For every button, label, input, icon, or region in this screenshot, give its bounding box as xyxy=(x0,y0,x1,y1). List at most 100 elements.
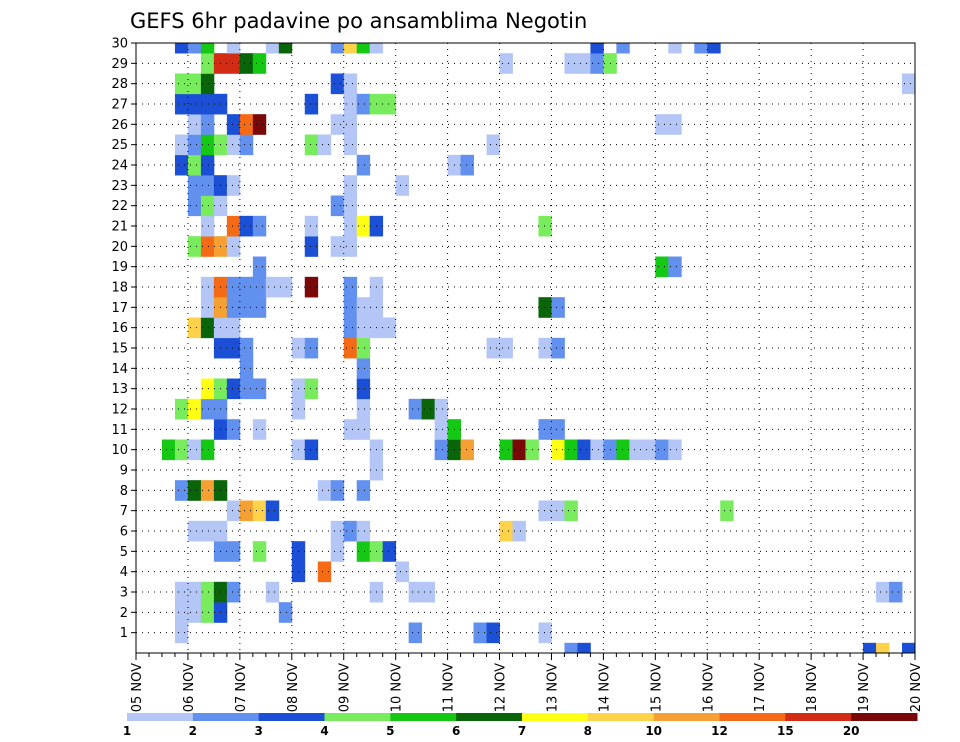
cell-170 xyxy=(538,215,552,237)
cell-9 xyxy=(486,622,500,644)
cell-119 xyxy=(356,337,371,359)
colorbar-swatch-3 xyxy=(324,713,391,721)
cell-134 xyxy=(226,297,241,318)
colorbar: 1 2 3 4 5 6 7 8 10 12 15 20 xyxy=(123,713,918,738)
cell-107 xyxy=(252,378,267,400)
cell-112 xyxy=(356,358,371,379)
cell-128 xyxy=(343,317,358,339)
cell-89 xyxy=(356,419,371,440)
colorbar-label-6: 6 xyxy=(452,724,460,738)
cell-39 xyxy=(200,520,215,542)
cell-58 xyxy=(317,480,332,501)
cell-205 xyxy=(655,114,669,135)
cell-189 xyxy=(187,134,202,156)
colorbar-swatch-10 xyxy=(785,713,852,721)
cell-100 xyxy=(408,398,423,420)
cell-18 xyxy=(200,581,215,603)
y-tick-label-11: 11 xyxy=(111,423,128,438)
y-tick-label-18: 18 xyxy=(111,281,128,296)
cell-37 xyxy=(382,541,397,562)
y-tick-label-9: 9 xyxy=(120,464,128,479)
cell-73 xyxy=(512,439,526,461)
colorbar-swatch-7 xyxy=(587,713,655,721)
cell-233 xyxy=(187,43,202,54)
cell-117 xyxy=(304,337,319,359)
cell-215 xyxy=(382,93,397,115)
cell-201 xyxy=(239,114,254,135)
cell-226 xyxy=(252,53,267,74)
cell-51 xyxy=(551,500,565,522)
cell-2 xyxy=(863,642,877,654)
cell-75 xyxy=(551,439,565,461)
cell-161 xyxy=(343,236,358,257)
colorbar-swatch-0 xyxy=(127,713,194,721)
colorbar-swatch-6 xyxy=(522,713,589,721)
cell-146 xyxy=(252,276,267,298)
y-tick-label-12: 12 xyxy=(111,403,128,418)
cell-6 xyxy=(408,622,423,644)
cell-24 xyxy=(421,581,436,603)
cell-64 xyxy=(187,439,202,461)
cell-124 xyxy=(187,317,202,339)
cell-228 xyxy=(564,53,578,74)
cell-90 xyxy=(434,419,448,440)
cell-236 xyxy=(265,43,280,54)
cell-52 xyxy=(564,500,578,522)
y-tick-label-19: 19 xyxy=(111,260,128,275)
x-tick-label-1: 06 NOV xyxy=(182,663,197,712)
colorbar-label-4: 4 xyxy=(320,724,328,738)
cell-12 xyxy=(187,602,202,623)
cell-63 xyxy=(174,439,189,461)
cell-220 xyxy=(343,73,358,95)
cell-145 xyxy=(239,276,254,298)
colorbar-label-1: 1 xyxy=(123,724,131,738)
cell-244 xyxy=(668,43,682,54)
x-axis: 05 NOV 06 NOV 07 NOV 08 NOV 09 NOV 10 NOV 11 N… xyxy=(130,653,924,712)
cell-235 xyxy=(226,43,241,54)
x-tick-label-7: 12 NOV xyxy=(494,663,509,712)
colorbar-swatch-8 xyxy=(653,713,720,721)
cell-192 xyxy=(226,134,241,156)
cell-21 xyxy=(265,581,280,603)
cell-38 xyxy=(187,520,202,542)
cell-208 xyxy=(187,93,202,115)
y-tick-label-16: 16 xyxy=(111,321,128,336)
cell-229 xyxy=(577,53,591,74)
cell-165 xyxy=(252,215,267,237)
cell-0 xyxy=(564,642,578,654)
y-tick-label-29: 29 xyxy=(111,57,128,72)
cell-83 xyxy=(655,439,669,461)
cell-82 xyxy=(642,439,656,461)
cell-69 xyxy=(434,439,448,461)
cell-183 xyxy=(187,154,202,176)
cell-48 xyxy=(252,500,267,522)
cell-142 xyxy=(200,276,215,298)
y-tick-label-10: 10 xyxy=(111,443,128,458)
y-tick-label-17: 17 xyxy=(111,301,128,316)
cell-96 xyxy=(200,398,215,420)
x-tick-label-8: 13 NOV xyxy=(545,663,560,712)
cell-222 xyxy=(200,53,215,74)
cell-176 xyxy=(187,175,202,196)
y-tick-label-8: 8 xyxy=(120,484,128,499)
cell-50 xyxy=(538,500,552,522)
cell-5 xyxy=(174,622,189,644)
cell-160 xyxy=(330,236,345,257)
cell-150 xyxy=(343,276,358,298)
y-tick-label-13: 13 xyxy=(111,382,128,397)
cell-200 xyxy=(226,114,241,135)
x-tick-label-5: 10 NOV xyxy=(390,663,405,712)
y-tick-label-20: 20 xyxy=(111,240,128,255)
cell-84 xyxy=(668,439,682,461)
cell-127 xyxy=(226,317,241,339)
cell-197 xyxy=(486,134,500,156)
cell-140 xyxy=(538,297,552,318)
y-tick-label-2: 2 xyxy=(120,606,128,621)
cell-125 xyxy=(200,317,215,339)
cell-241 xyxy=(369,43,384,54)
cell-87 xyxy=(252,419,267,440)
cell-28 xyxy=(317,561,332,583)
cell-217 xyxy=(187,73,202,95)
cell-78 xyxy=(590,439,604,461)
